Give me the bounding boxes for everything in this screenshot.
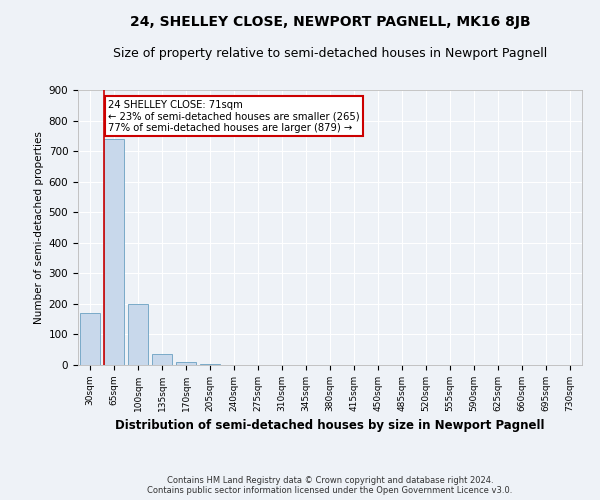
Text: 24 SHELLEY CLOSE: 71sqm
← 23% of semi-detached houses are smaller (265)
77% of s: 24 SHELLEY CLOSE: 71sqm ← 23% of semi-de… [108,100,359,133]
Bar [200,364,220,365]
Text: 24, SHELLEY CLOSE, NEWPORT PAGNELL, MK16 8JB: 24, SHELLEY CLOSE, NEWPORT PAGNELL, MK16… [130,15,530,29]
Text: Contains HM Land Registry data © Crown copyright and database right 2024.
Contai: Contains HM Land Registry data © Crown c… [148,476,512,495]
Bar [152,354,172,365]
Bar [80,313,100,365]
Bar [104,139,124,365]
Text: Size of property relative to semi-detached houses in Newport Pagnell: Size of property relative to semi-detach… [113,48,547,60]
X-axis label: Distribution of semi-detached houses by size in Newport Pagnell: Distribution of semi-detached houses by … [115,420,545,432]
Bar [128,304,148,365]
Bar [176,362,196,365]
Y-axis label: Number of semi-detached properties: Number of semi-detached properties [34,131,44,324]
